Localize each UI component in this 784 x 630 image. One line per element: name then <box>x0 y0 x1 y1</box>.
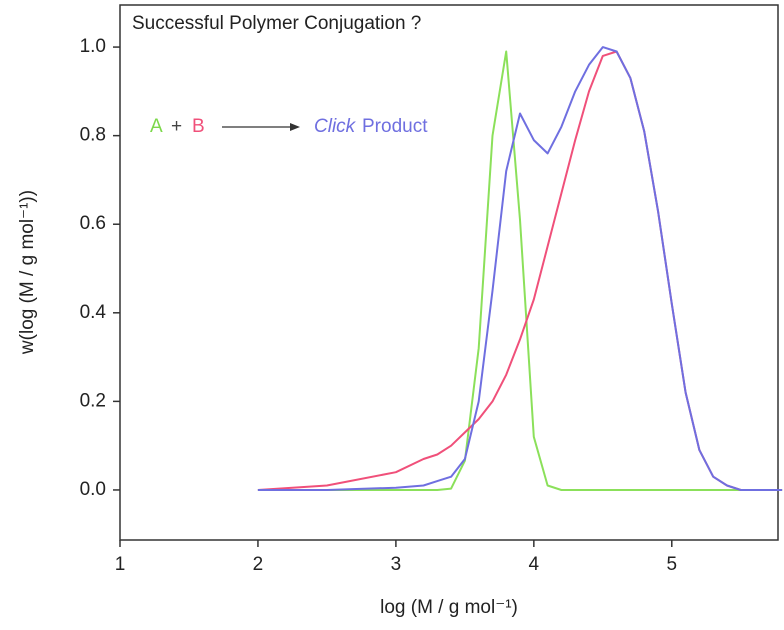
reactant-a: A <box>150 116 163 137</box>
reactant-b: B <box>192 116 205 137</box>
arrow-head <box>290 123 300 131</box>
x-tick-label: 5 <box>666 554 677 575</box>
x-tick-label: 1 <box>115 554 126 575</box>
chart-title: Successful Polymer Conjugation ? <box>132 13 421 34</box>
y-tick-label: 0.8 <box>80 125 106 146</box>
product-emphasis: Click <box>314 116 357 137</box>
x-tick-label: 2 <box>253 554 264 575</box>
y-tick-label: 0.0 <box>80 479 106 500</box>
x-tick-label: 4 <box>529 554 540 575</box>
series-line <box>257 50 783 491</box>
series-line <box>257 46 783 491</box>
plot-frame <box>119 4 779 541</box>
y-axis-label: w(log (M / g mol⁻¹)) <box>17 190 38 355</box>
y-tick-label: 0.4 <box>80 302 107 323</box>
y-tick-label: 0.2 <box>80 390 106 411</box>
product-label: Product <box>362 116 428 137</box>
plus-sign: + <box>171 116 182 137</box>
x-tick-label: 3 <box>391 554 402 575</box>
y-tick-label: 1.0 <box>80 36 106 57</box>
x-axis-label: log (M / g mol⁻¹) <box>380 597 518 618</box>
y-tick-label: 0.6 <box>80 213 106 234</box>
